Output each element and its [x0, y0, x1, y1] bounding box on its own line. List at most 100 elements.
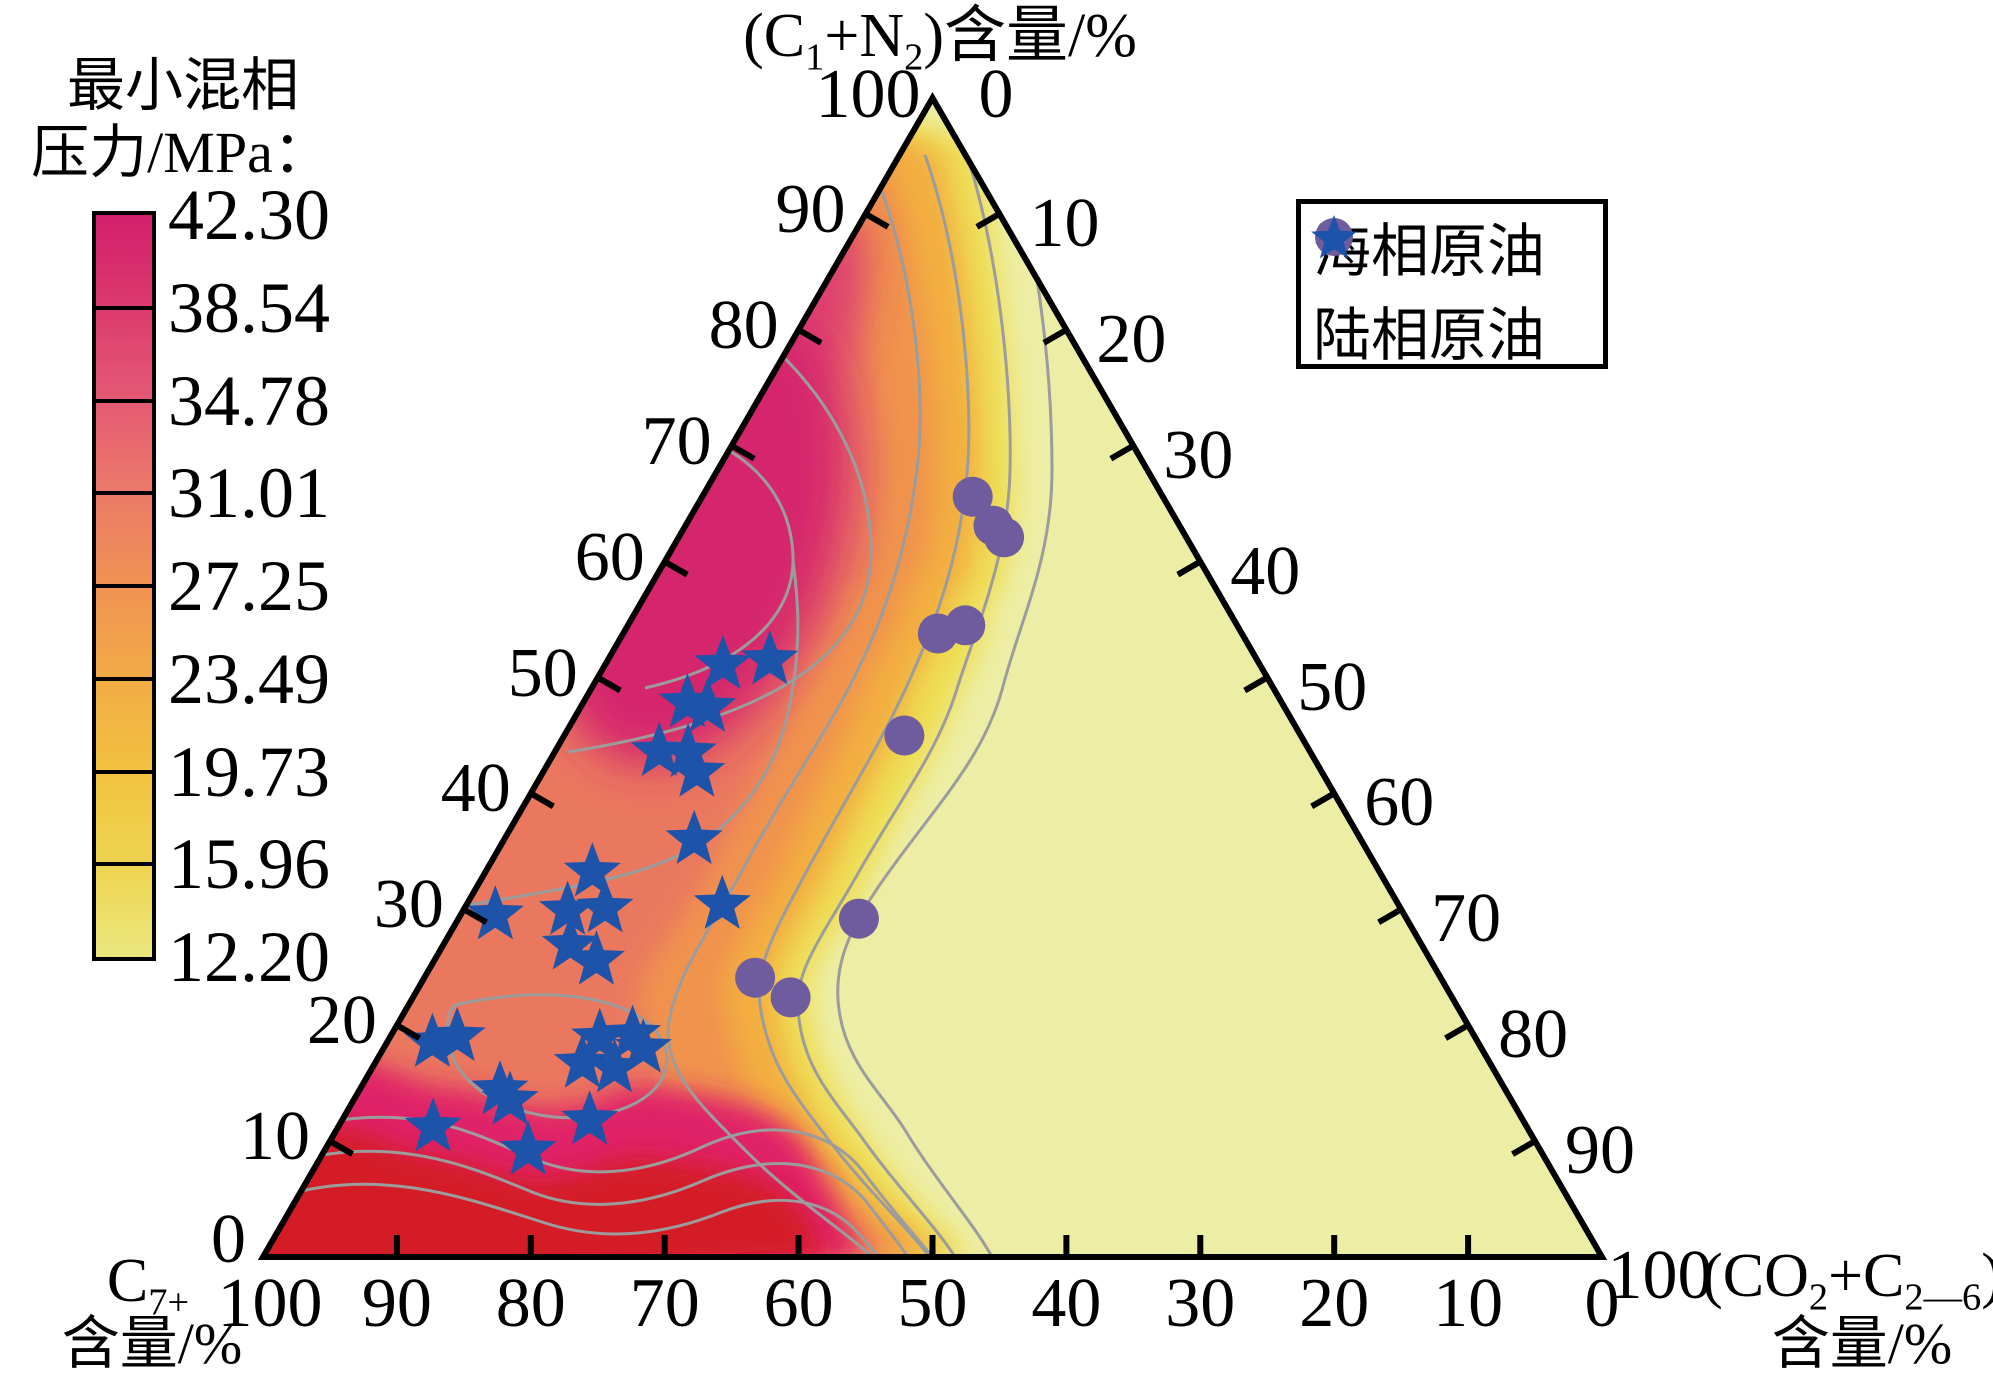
- continental-oil-point: [665, 809, 723, 864]
- colorbar-level-label: 12.20: [168, 917, 330, 997]
- continental-oil-point: [604, 1004, 662, 1059]
- left-axis-tick-label: 70: [641, 402, 712, 480]
- band-red: [263, 1126, 826, 1257]
- continental-oil-point: [404, 1097, 462, 1152]
- continental-oil-point: [693, 874, 751, 929]
- continental-oil-point: [466, 885, 524, 940]
- right-axis-tick: [1243, 674, 1269, 694]
- marine-oil-point: [735, 957, 776, 998]
- colorbar-divider: [96, 584, 152, 588]
- left-axis-tick: [328, 1138, 354, 1157]
- colorbar-level-label: 34.78: [168, 360, 330, 441]
- apex-right-label: 0: [978, 56, 1014, 133]
- continental-oil-point: [539, 880, 597, 935]
- right-axis-tick-label: 50: [1297, 648, 1368, 726]
- right-axis-tick-label: 70: [1431, 880, 1502, 958]
- continental-oil-point: [576, 878, 634, 933]
- bottom-axis-tick-label: 40: [1031, 1265, 1102, 1342]
- left-axis-tick-label: 10: [239, 1098, 310, 1176]
- right-axis-tick: [1511, 1138, 1537, 1157]
- left-axis-tick-label: 50: [507, 634, 578, 712]
- marine-oil-point: [770, 977, 811, 1018]
- right-axis-tick-label: 30: [1163, 416, 1234, 494]
- axis-ticks: [328, 211, 1537, 1257]
- bottomright-bottom-axis-label: 0: [1584, 1265, 1620, 1342]
- continental-oil-point: [499, 1120, 557, 1175]
- right-axis-tick-label: 20: [1096, 300, 1167, 378]
- colorbar-gradient: [92, 211, 156, 961]
- continental-oil-point: [541, 915, 599, 970]
- left-axis-title: C7+: [106, 1247, 190, 1324]
- continental-oil-point: [563, 842, 621, 897]
- colorbar-divider: [96, 862, 152, 867]
- marine-oil-point: [984, 517, 1025, 558]
- continental-oil-point: [741, 630, 799, 685]
- right-axis-tick: [1377, 906, 1403, 925]
- left-axis-tick: [797, 327, 823, 346]
- colorbar-title-line1: 最小混相: [66, 53, 300, 118]
- right-axis-tick-label: 10: [1029, 184, 1100, 262]
- colorbar-level-label: 27.25: [168, 546, 330, 626]
- continental-oil-point: [561, 1090, 619, 1145]
- bottomright-right-axis-label: 100: [1607, 1237, 1713, 1314]
- left-axis-tick-label: 40: [440, 750, 511, 828]
- continental-oil-point: [481, 1070, 539, 1125]
- left-axis-tick: [864, 211, 890, 230]
- continental-oil-point: [571, 1007, 629, 1063]
- legend-label-continental: 陆相原油: [1313, 303, 1546, 368]
- left-axis-tick: [596, 674, 622, 694]
- colorbar-level-label: 42.30: [168, 175, 330, 255]
- bottom-axis-tick-label: 20: [1299, 1265, 1370, 1342]
- continental-oil-point: [630, 721, 688, 776]
- right-axis-tick-label: 80: [1498, 996, 1569, 1074]
- left-axis-tick-label: 30: [373, 866, 444, 944]
- colorbar-level-label: 31.01: [168, 453, 330, 534]
- right-axis-tick: [1176, 559, 1202, 578]
- continental-oil-point: [586, 1038, 643, 1093]
- left-axis-tick: [462, 906, 488, 925]
- left-axis-tick-label: 80: [708, 286, 779, 364]
- right-axis-tick: [1444, 1022, 1470, 1041]
- right-axis-tick: [975, 211, 1001, 230]
- continental-oil-point: [614, 1018, 672, 1073]
- legend-item-continental: 陆相原油: [1311, 215, 1603, 372]
- marine-oil-point: [884, 715, 925, 756]
- bottomleft-left-axis-label: 0: [211, 1201, 246, 1278]
- continental-oil-point: [659, 722, 717, 778]
- left-axis-tick-label: 90: [775, 170, 846, 248]
- colorbar-divider: [96, 676, 152, 681]
- right-axis-tick-label: 60: [1364, 764, 1435, 842]
- data-markers: [403, 476, 1025, 1175]
- right-axis-title-line2: 含量/%: [1771, 1311, 1953, 1376]
- left-axis-tick-label: 60: [574, 518, 645, 596]
- marine-oil-point: [917, 613, 958, 654]
- continental-oil-point: [428, 1006, 486, 1062]
- apex-left-label: 100: [815, 56, 921, 133]
- left-axis-tick-label: 20: [306, 982, 377, 1060]
- contour-lines: [281, 129, 1054, 1257]
- left-axis-tick: [395, 1022, 421, 1041]
- continental-oil-point: [567, 930, 625, 985]
- left-axis-tick: [663, 559, 689, 578]
- right-axis-tick: [1042, 327, 1068, 346]
- colorbar-level-label: 15.96: [168, 824, 330, 905]
- bottom-axis-tick-label: 80: [495, 1265, 566, 1342]
- continental-oil-point: [694, 634, 752, 689]
- marine-oil-point: [838, 898, 879, 939]
- legend: 海相原油 陆相原油: [1296, 199, 1608, 369]
- bottom-axis-tick-label: 90: [361, 1265, 432, 1342]
- continental-oil-point: [553, 1033, 611, 1088]
- colorbar-title-line2: 压力/MPa：: [31, 120, 331, 185]
- right-axis-tick-label: 90: [1565, 1112, 1636, 1190]
- bottom-axis-tick-label: 10: [1433, 1265, 1504, 1342]
- colorbar-divider: [96, 305, 152, 310]
- left-axis-tick: [529, 790, 555, 809]
- bottom-axis-tick-label: 50: [897, 1265, 968, 1342]
- colorbar-level-label: 19.73: [168, 731, 330, 812]
- continental-oil-point: [668, 742, 726, 797]
- right-axis-tick: [1109, 443, 1135, 462]
- bottom-axis-tick-label: 70: [629, 1265, 700, 1342]
- legend-label-marine: 海相原油: [1313, 219, 1546, 284]
- continental-oil-point: [403, 1012, 461, 1067]
- continental-oil-point: [471, 1060, 529, 1115]
